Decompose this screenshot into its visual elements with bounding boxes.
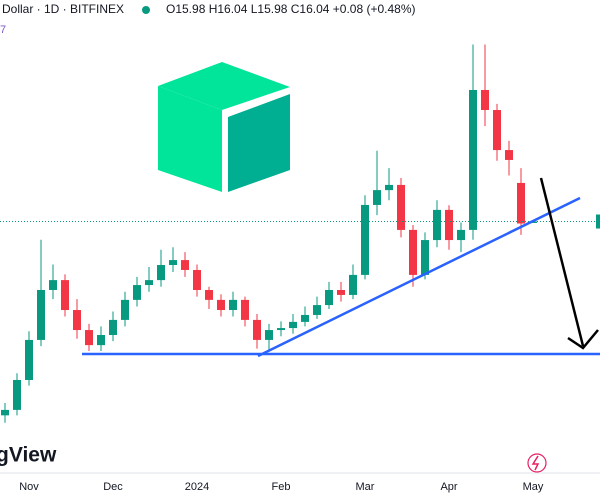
logo-left — [158, 86, 222, 192]
candle-body — [229, 299, 237, 311]
x-tick-label: Apr — [440, 481, 457, 493]
candle-body — [37, 289, 45, 340]
x-tick-label: Mar — [356, 481, 375, 493]
alert-bolt — [531, 455, 540, 471]
candle-body — [289, 321, 297, 329]
indicator-label: 7 — [0, 24, 6, 36]
candle-body — [277, 328, 285, 331]
x-tick-label: Nov — [19, 481, 39, 493]
candle-body — [265, 330, 273, 340]
x-tick-label: Feb — [272, 481, 291, 493]
candle-body — [385, 184, 393, 191]
trend-line — [257, 196, 581, 358]
candle-body — [25, 339, 33, 380]
candle-body — [157, 265, 165, 281]
candle-body — [397, 184, 405, 230]
candle-body — [133, 285, 141, 300]
candle-body — [517, 182, 525, 224]
candle-body — [493, 110, 501, 151]
drawings — [82, 177, 600, 358]
candle-body — [73, 310, 81, 331]
candle-body — [469, 89, 477, 230]
candle-body — [1, 409, 9, 416]
candle-body — [361, 204, 369, 275]
candle-body — [409, 229, 417, 275]
candle-body — [349, 274, 357, 295]
x-tick-label: 2024 — [185, 481, 209, 493]
candle-body — [313, 305, 321, 315]
status-dot — [142, 6, 150, 14]
plot-area — [0, 44, 600, 423]
candle-body — [505, 150, 513, 160]
logo-top — [158, 62, 290, 110]
logo — [158, 62, 290, 192]
logo-right — [228, 94, 290, 192]
candle-body — [217, 299, 225, 311]
candle-body — [205, 289, 213, 300]
candle-body — [373, 190, 381, 205]
candle-body — [121, 299, 129, 320]
candle-body — [481, 89, 489, 111]
candle-body — [253, 319, 261, 340]
arrow-head — [567, 329, 599, 350]
candle-body — [181, 260, 189, 270]
candle-body — [301, 314, 309, 322]
arrow-shaft — [539, 177, 585, 347]
candle-body — [421, 240, 429, 275]
candle-body — [97, 334, 105, 346]
candle-body — [169, 260, 177, 266]
candle-body — [337, 289, 345, 295]
candle-body — [325, 289, 333, 306]
candle-body — [85, 330, 93, 346]
chart-title: Dollar · 1D · BITFINEX — [2, 2, 124, 16]
candle-body — [193, 269, 201, 290]
candle-body — [145, 280, 153, 286]
candle-body — [433, 209, 441, 241]
watermark: gView — [0, 444, 57, 467]
candle-body — [241, 299, 249, 320]
candle-body — [13, 379, 21, 410]
x-tick-label: Dec — [103, 481, 123, 493]
alert-icon — [527, 453, 547, 473]
candle-body — [61, 280, 69, 311]
price-tag — [596, 214, 600, 229]
candle-body — [457, 229, 465, 241]
ohlc-readout: O15.98 H16.04 L15.98 C16.04 +0.08 (+0.48… — [166, 2, 416, 16]
candle-body — [445, 209, 453, 241]
candle-body — [49, 280, 57, 290]
x-tick-label: May — [523, 481, 544, 493]
candle-body — [109, 319, 117, 335]
